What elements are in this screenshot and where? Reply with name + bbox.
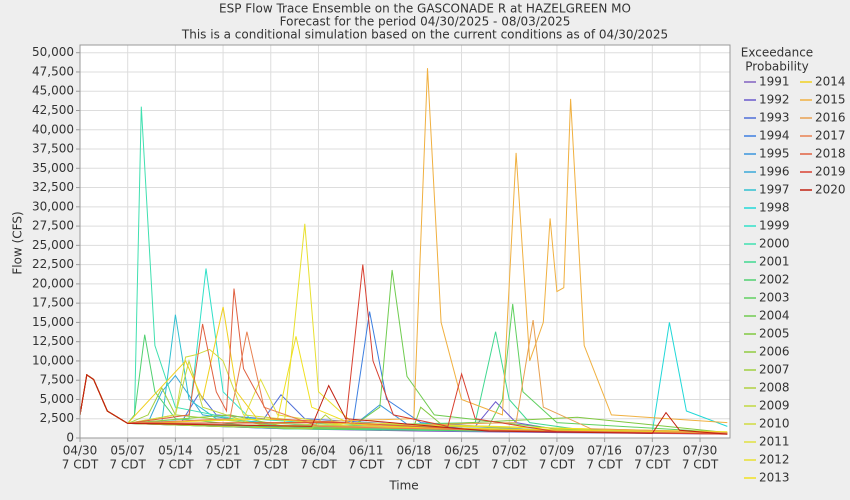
x-tick-label: 7 CDT (396, 458, 433, 472)
x-tick-label: 07/23 (635, 444, 670, 458)
chart-subtitle: Forecast for the period 04/30/2025 - 08/… (280, 15, 571, 29)
legend-label: 1997 (759, 183, 790, 197)
legend-label: 2012 (759, 453, 790, 467)
legend-title: Exceedance (741, 46, 813, 60)
legend-label: 2011 (759, 435, 790, 449)
chart-title: ESP Flow Trace Ensemble on the GASCONADE… (219, 2, 631, 16)
y-tick-label: 40,000 (32, 122, 74, 136)
legend-label: 2001 (759, 255, 790, 269)
legend-label: 1996 (759, 165, 790, 179)
chart-subtitle: This is a conditional simulation based o… (181, 28, 668, 42)
legend-label: 2003 (759, 291, 790, 305)
y-tick-label: 15,000 (32, 315, 74, 329)
x-tick-label: 06/25 (444, 444, 479, 458)
y-tick-label: 25,000 (32, 238, 74, 252)
y-tick-label: 20,000 (32, 276, 74, 290)
legend-label: 2016 (815, 111, 846, 125)
x-tick-label: 7 CDT (109, 458, 146, 472)
legend-label: 2017 (815, 129, 846, 143)
x-tick-label: 7 CDT (348, 458, 385, 472)
legend-label: 2007 (759, 363, 790, 377)
y-tick-label: 35,000 (32, 161, 74, 175)
y-tick-label: 37,500 (32, 142, 74, 156)
legend-label: 1993 (759, 111, 790, 125)
legend-label: 2020 (815, 183, 846, 197)
x-tick-label: 05/14 (158, 444, 193, 458)
legend-label: 1994 (759, 129, 790, 143)
x-tick-label: 04/30 (63, 444, 98, 458)
x-tick-label: 7 CDT (443, 458, 480, 472)
legend-label: 2005 (759, 327, 790, 341)
legend-label: 2000 (759, 237, 790, 251)
x-tick-label: 7 CDT (300, 458, 337, 472)
legend-label: 2008 (759, 381, 790, 395)
x-tick-label: 7 CDT (682, 458, 719, 472)
legend-label: 1991 (759, 75, 790, 89)
legend-label: 2009 (759, 399, 790, 413)
y-tick-label: 5,000 (40, 392, 74, 406)
legend-label: 2002 (759, 273, 790, 287)
x-tick-label: 7 CDT (253, 458, 290, 472)
legend-label: 1999 (759, 219, 790, 233)
legend-label: 1992 (759, 93, 790, 107)
plot-frame (79, 44, 731, 439)
legend-label: 2010 (759, 417, 790, 431)
y-tick-label: 2,500 (40, 411, 74, 425)
x-tick-label: 05/28 (253, 444, 288, 458)
x-tick-label: 07/09 (540, 444, 575, 458)
x-tick-label: 7 CDT (539, 458, 576, 472)
legend-label: 2014 (815, 75, 846, 89)
y-tick-label: 45,000 (32, 84, 74, 98)
x-tick-label: 7 CDT (491, 458, 528, 472)
legend-label: 2019 (815, 165, 846, 179)
legend-label: 2013 (759, 471, 790, 485)
x-tick-label: 7 CDT (157, 458, 194, 472)
y-tick-label: 17,500 (32, 296, 74, 310)
legend-label: 2018 (815, 147, 846, 161)
y-tick-label: 42,500 (32, 103, 74, 117)
y-tick-label: 0 (66, 431, 74, 445)
x-tick-label: 06/04 (301, 444, 336, 458)
x-tick-label: 05/07 (110, 444, 145, 458)
legend-label: 2004 (759, 309, 790, 323)
y-axis-label: Flow (CFS) (11, 211, 25, 274)
series-line (79, 373, 728, 435)
x-tick-label: 7 CDT (205, 458, 242, 472)
y-tick-label: 50,000 (32, 45, 74, 59)
x-tick-label: 06/11 (349, 444, 384, 458)
y-tick-label: 10,000 (32, 353, 74, 367)
x-tick-label: 07/30 (683, 444, 718, 458)
x-tick-label: 05/21 (206, 444, 241, 458)
y-tick-label: 30,000 (32, 199, 74, 213)
x-tick-label: 07/16 (587, 444, 622, 458)
y-tick-label: 12,500 (32, 334, 74, 348)
legend-title: Probability (745, 60, 808, 74)
legend-label: 2006 (759, 345, 790, 359)
x-tick-label: 06/18 (397, 444, 432, 458)
y-tick-label: 32,500 (32, 180, 74, 194)
y-tick-label: 22,500 (32, 257, 74, 271)
legend-label: 2015 (815, 93, 846, 107)
x-tick-label: 7 CDT (586, 458, 623, 472)
x-tick-label: 7 CDT (634, 458, 671, 472)
legend-label: 1995 (759, 147, 790, 161)
y-tick-label: 7,500 (40, 373, 74, 387)
x-axis-label: Time (388, 479, 418, 493)
x-tick-label: 7 CDT (62, 458, 99, 472)
legend-label: 1998 (759, 201, 790, 215)
y-tick-label: 47,500 (32, 64, 74, 78)
x-tick-label: 07/02 (492, 444, 527, 458)
y-tick-label: 27,500 (32, 219, 74, 233)
